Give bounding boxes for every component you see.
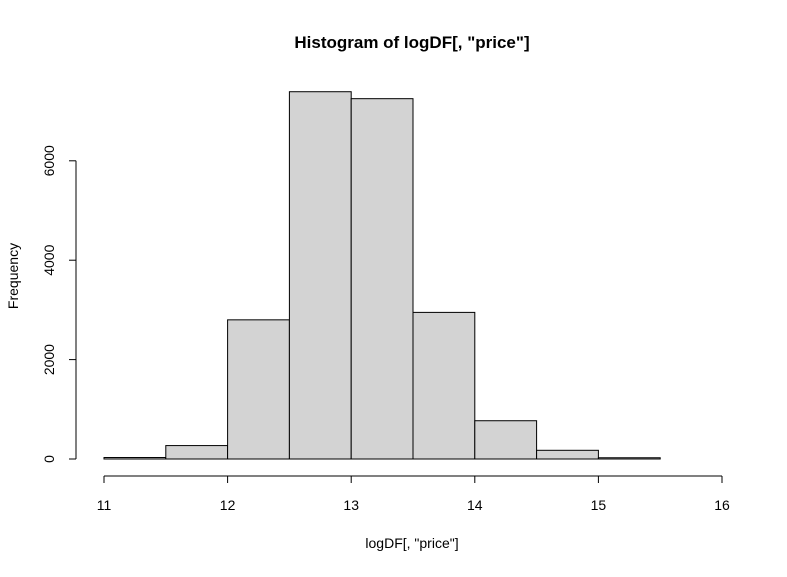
histogram-bar (227, 319, 290, 460)
histogram-bar (597, 457, 661, 460)
x-tick-label: 16 (714, 497, 730, 513)
y-tick-label: 6000 (41, 145, 57, 176)
y-axis: 0 2000 4000 6000 (41, 145, 77, 463)
x-axis-label: logDF[, "price"] (365, 535, 458, 551)
histogram-bar (288, 91, 352, 460)
y-tick-label: 2000 (41, 344, 57, 375)
histogram-bar (412, 311, 476, 460)
x-tick-label: 12 (220, 497, 236, 513)
histogram-bar (536, 449, 599, 460)
histogram-bar (474, 420, 538, 460)
y-axis-label: Frequency (5, 243, 21, 309)
y-tick-label: 4000 (41, 244, 57, 275)
histogram-bar (103, 457, 167, 460)
x-tick-label: 11 (97, 497, 112, 513)
x-tick-label: 14 (467, 497, 483, 513)
chart-title: Histogram of logDF[, "price"] (294, 33, 529, 52)
x-tick-label: 13 (343, 497, 359, 513)
histogram-bar (165, 445, 229, 460)
bars-group (103, 91, 661, 460)
x-tick-label: 15 (591, 497, 607, 513)
y-tick-label: 0 (41, 455, 57, 463)
x-axis: 11 12 13 14 15 16 (97, 475, 730, 513)
histogram-bar (350, 98, 414, 460)
